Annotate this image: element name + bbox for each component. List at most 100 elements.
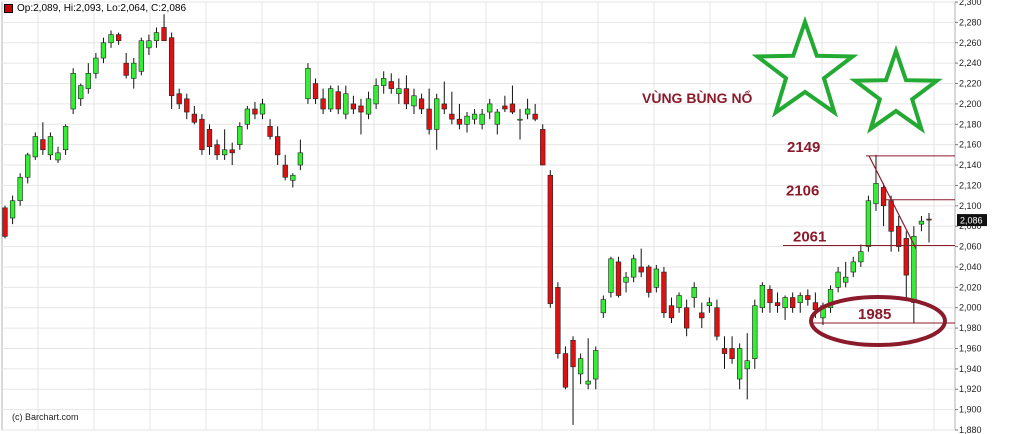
candle: [653, 264, 659, 293]
candle: [184, 93, 190, 120]
candle-body-down: [570, 340, 576, 368]
candle: [381, 71, 387, 94]
candle-body-up: [396, 88, 402, 95]
candle: [729, 336, 735, 364]
candle-body-up: [827, 289, 834, 309]
candle-body-down: [418, 98, 425, 110]
candle-body-down: [721, 348, 728, 354]
candle-body-down: [661, 271, 667, 314]
candle-body-up: [100, 42, 107, 59]
candle-body-down: [540, 129, 546, 166]
candle: [865, 195, 872, 252]
candle-body-down: [555, 287, 561, 354]
candle: [40, 122, 46, 155]
y-tick-label: 2,120: [959, 180, 982, 190]
candle: [502, 95, 508, 113]
candle: [562, 346, 569, 390]
candle-body-up: [221, 149, 228, 156]
candle-body-up: [343, 93, 349, 115]
candle-body-up: [752, 305, 758, 359]
candle-body-up: [585, 380, 591, 385]
last-price-marker: [957, 214, 987, 227]
candle-body-down: [115, 34, 122, 42]
candle: [275, 126, 281, 166]
candle-body-up: [676, 295, 682, 309]
candle: [608, 256, 614, 298]
candle: [168, 32, 175, 109]
candle: [630, 254, 637, 283]
candle: [797, 292, 803, 313]
candle: [221, 129, 228, 160]
candle: [47, 132, 54, 160]
candle: [600, 295, 606, 318]
candle: [267, 119, 273, 140]
candle: [585, 338, 591, 390]
candle: [699, 302, 705, 329]
candle: [328, 85, 334, 113]
candle-body-up: [146, 40, 152, 49]
candle-body-up: [17, 176, 23, 202]
candle-body-up: [373, 85, 379, 105]
candle: [25, 152, 31, 184]
candle-body-up: [600, 299, 606, 314]
candle-body-down: [699, 312, 705, 319]
candle: [759, 282, 766, 313]
y-tick-label: 2,020: [959, 282, 982, 292]
candle-body-down: [456, 118, 463, 125]
candle: [214, 139, 220, 160]
candle-body-up: [328, 88, 334, 110]
candle-body-down: [509, 103, 516, 113]
candle: [721, 336, 728, 369]
candle: [661, 266, 667, 318]
candle-body-up: [153, 32, 160, 42]
y-tick-label: 2,260: [959, 38, 982, 48]
candle-body-down: [615, 261, 622, 296]
candle: [138, 37, 144, 76]
candle: [55, 146, 61, 164]
candle-body-down: [312, 83, 319, 100]
candle: [555, 282, 561, 359]
candle: [176, 88, 182, 109]
y-tick-label: 2,080: [959, 221, 982, 231]
candle: [206, 124, 213, 155]
candle: [918, 216, 925, 232]
candle-body-down: [790, 297, 796, 309]
candle-body-down: [320, 98, 326, 110]
candle: [108, 30, 114, 48]
candle: [403, 75, 410, 109]
candle: [70, 68, 76, 115]
y-tick-label: 2,240: [959, 58, 982, 68]
candle: [547, 170, 553, 308]
candle-body-up: [70, 73, 76, 110]
trend-line: [868, 155, 917, 249]
candle: [706, 297, 713, 313]
candle: [320, 88, 326, 115]
candle: [252, 101, 258, 120]
candle: [411, 88, 417, 115]
candle: [100, 37, 107, 64]
y-tick-label: 2,100: [959, 201, 982, 211]
candle: [290, 173, 296, 188]
candle: [388, 73, 394, 94]
candle-body-up: [259, 103, 266, 115]
candle: [858, 244, 864, 267]
candle-body-down: [2, 207, 8, 237]
candle-body-down: [880, 187, 887, 207]
candle-body-up: [524, 108, 531, 115]
candle-body-up: [706, 302, 713, 306]
candle: [32, 132, 38, 160]
y-tick-label: 2,140: [959, 160, 982, 170]
candle-body-up: [835, 271, 841, 288]
candle: [282, 154, 288, 181]
candle-body-down: [214, 144, 220, 156]
candle: [350, 95, 357, 115]
candle-body-up: [479, 113, 485, 125]
candle: [93, 52, 99, 79]
grid-lines: [1, 1, 956, 431]
candle-body-up: [305, 67, 311, 100]
candle-body-up: [434, 98, 440, 130]
candle-body-up: [577, 358, 584, 375]
candle: [78, 83, 84, 106]
candle: [335, 85, 341, 115]
